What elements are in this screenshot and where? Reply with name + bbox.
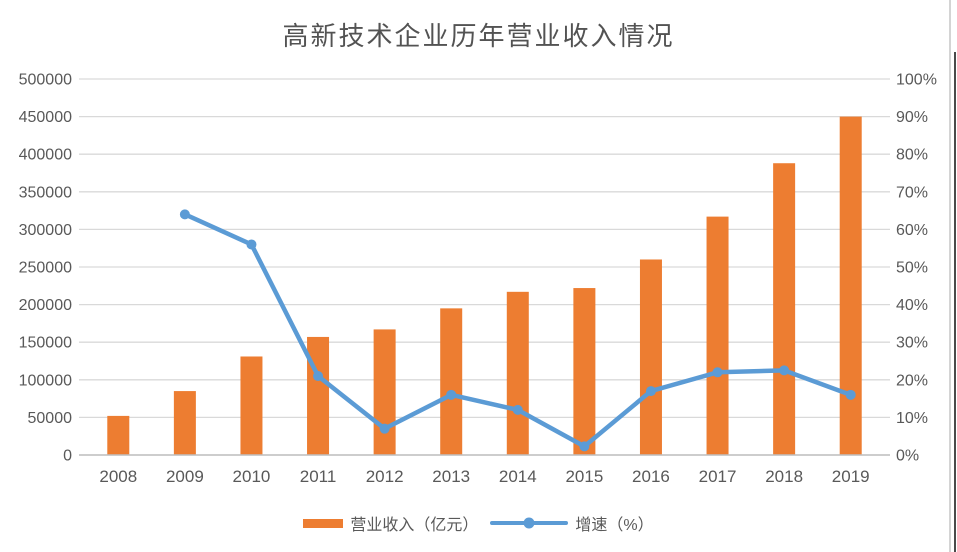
revenue-bar-2018 xyxy=(773,163,796,455)
revenue-bar-2013 xyxy=(440,308,463,455)
right-axis-tick-label: 0% xyxy=(896,448,919,465)
left-axis-tick-label: 350000 xyxy=(19,184,72,201)
legend-line-swatch-icon xyxy=(490,517,569,529)
left-axis-tick-label: 250000 xyxy=(19,260,72,277)
right-axis-tick-label: 100% xyxy=(896,72,937,89)
revenue-bar-2008 xyxy=(107,415,130,455)
x-axis-label-2013: 2013 xyxy=(432,467,470,486)
right-axis-tick-label: 80% xyxy=(896,147,928,164)
left-axis-tick-label: 450000 xyxy=(19,109,72,126)
left-axis-tick-label: 100000 xyxy=(19,372,72,389)
revenue-bar-2016 xyxy=(639,259,662,455)
legend-item-growth: 增速（%） xyxy=(490,511,654,535)
revenue-bar-2009 xyxy=(173,391,196,455)
legend-line-dot-icon xyxy=(523,517,535,529)
right-edge-light-line xyxy=(949,0,951,552)
revenue-bar-2011 xyxy=(307,336,330,455)
left-axis-tick-label: 50000 xyxy=(28,410,73,427)
right-axis-tick-label: 50% xyxy=(896,260,928,277)
revenue-bar-2015 xyxy=(573,288,596,455)
revenue-bar-2019 xyxy=(839,116,862,455)
x-axis-label-2009: 2009 xyxy=(166,467,204,486)
right-axis-tick-label: 90% xyxy=(896,109,928,126)
growth-point-2019 xyxy=(845,389,856,400)
x-axis-label-2011: 2011 xyxy=(300,467,337,486)
right-axis-tick-label: 70% xyxy=(896,184,928,201)
left-axis-tick-label: 0 xyxy=(63,448,72,465)
x-axis-label-2018: 2018 xyxy=(765,467,803,486)
growth-point-2009 xyxy=(179,209,190,220)
left-axis-tick-label: 300000 xyxy=(19,222,72,239)
right-axis-tick-label: 60% xyxy=(896,222,928,239)
x-axis-label-2016: 2016 xyxy=(632,467,670,486)
left-axis-tick-label: 200000 xyxy=(19,297,72,314)
right-edge-dark-line xyxy=(954,52,956,552)
left-axis-tick-label: 500000 xyxy=(19,72,72,89)
growth-point-2015 xyxy=(579,441,590,452)
legend-label-growth: 增速（%） xyxy=(575,517,654,534)
right-axis-tick-label: 40% xyxy=(896,297,928,314)
right-axis-tick-label: 20% xyxy=(896,372,928,389)
left-axis-tick-label: 400000 xyxy=(19,147,72,164)
revenue-bar-2010 xyxy=(240,356,263,455)
revenue-bar-2017 xyxy=(706,216,729,455)
right-axis-tick-label: 30% xyxy=(896,335,928,352)
chart-legend: 营业收入（亿元） 增速（%） xyxy=(0,511,957,535)
x-axis-label-2019: 2019 xyxy=(832,467,870,486)
x-axis-label-2015: 2015 xyxy=(565,467,603,486)
legend-label-revenue: 营业收入（亿元） xyxy=(350,517,479,534)
revenue-bar-2014 xyxy=(506,291,529,455)
revenue-bar-2012 xyxy=(373,329,396,455)
x-axis-label-2008: 2008 xyxy=(99,467,137,486)
growth-point-2011 xyxy=(313,371,324,382)
growth-point-2013 xyxy=(446,389,457,400)
chart-title: 高新技术企业历年营业收入情况 xyxy=(282,22,675,51)
growth-point-2012 xyxy=(379,423,390,434)
x-axis-label-2017: 2017 xyxy=(699,467,737,486)
legend-item-revenue: 营业收入（亿元） xyxy=(303,511,478,535)
left-axis-tick-label: 150000 xyxy=(19,335,72,352)
growth-point-2010 xyxy=(246,239,257,250)
growth-point-2018 xyxy=(779,365,790,376)
legend-bar-swatch-icon xyxy=(303,518,344,528)
growth-point-2016 xyxy=(645,386,656,397)
x-axis-label-2010: 2010 xyxy=(233,467,271,486)
x-axis-label-2014: 2014 xyxy=(499,467,537,486)
right-axis-tick-label: 10% xyxy=(896,410,928,427)
growth-point-2017 xyxy=(712,367,723,378)
growth-point-2014 xyxy=(512,404,523,415)
x-axis-label-2012: 2012 xyxy=(366,467,404,486)
